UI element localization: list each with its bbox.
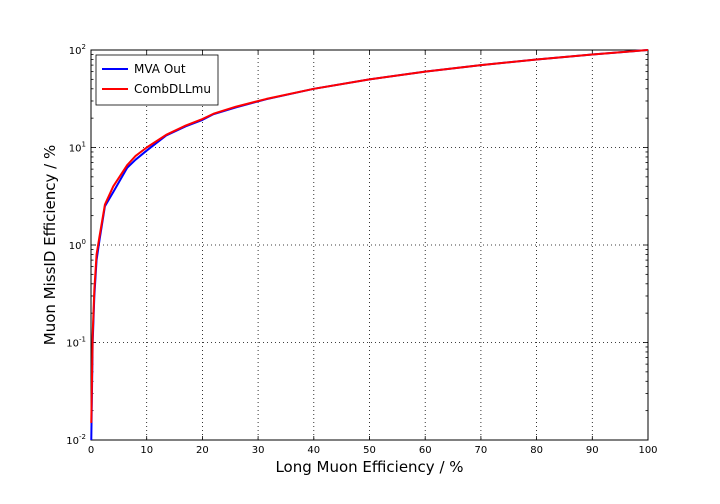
- x-tick-label: 80: [530, 445, 543, 456]
- x-tick-label: 10: [140, 445, 153, 456]
- x-tick-label: 20: [196, 445, 209, 456]
- series-line-combdllmu: [90, 49, 649, 423]
- legend-label: CombDLLmu: [134, 82, 211, 96]
- x-tick-label: 60: [419, 445, 432, 456]
- x-tick-label: 0: [88, 445, 94, 456]
- x-tick-label: 70: [475, 445, 488, 456]
- y-tick-label: 102: [69, 43, 86, 57]
- legend: MVA Out CombDLLmu: [95, 54, 219, 106]
- x-tick-label: 30: [252, 445, 265, 456]
- x-tick-label: 90: [586, 445, 599, 456]
- plot-frame: [90, 49, 649, 441]
- y-axis-title: Muon MissID Efficiency / %: [41, 145, 59, 345]
- legend-label: MVA Out: [134, 62, 186, 76]
- y-tick-label: 10-1: [66, 336, 86, 350]
- x-tick-label: 100: [638, 445, 657, 456]
- x-tick-label: 40: [307, 445, 320, 456]
- grid: [90, 49, 649, 441]
- x-tick-label: 50: [363, 445, 376, 456]
- legend-box: [95, 54, 219, 106]
- tick-labels: 0 10 20 30 40 50 60 70 80 90 100 10-2 10-1 100 101 102: [66, 43, 657, 456]
- series-layer: [90, 49, 649, 441]
- y-tick-label: 10-2: [66, 433, 86, 447]
- y-tick-label: 101: [69, 141, 86, 155]
- y-tick-label: 100: [69, 238, 86, 252]
- x-axis-title: Long Muon Efficiency / %: [275, 458, 463, 476]
